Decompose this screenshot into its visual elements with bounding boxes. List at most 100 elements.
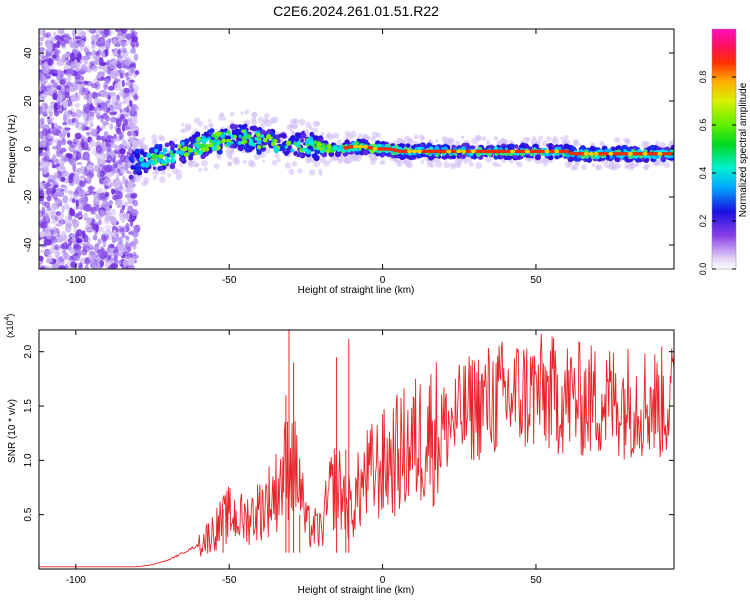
noise-speckle (79, 199, 87, 204)
noise-speckle (68, 241, 72, 247)
snr-panel: -100 -50 0 50 0.5 1.0 1.5 2.0 Height of straigh… (4, 314, 675, 596)
core-speckle (250, 142, 255, 147)
y-tick-label: -40 (23, 237, 34, 252)
halo-speckle (228, 155, 233, 160)
noise-speckle (104, 84, 108, 88)
noise-speckle (39, 146, 43, 155)
noise-speckle (104, 92, 109, 99)
noise-speckle (119, 236, 124, 245)
noise-speckle (104, 224, 112, 230)
noise-speckle (52, 54, 57, 59)
band-speckle (296, 152, 301, 158)
halo-speckle (179, 163, 183, 167)
noise-speckle (60, 170, 69, 177)
noise-speckle (76, 254, 81, 262)
halo-speckle (435, 139, 439, 143)
halo-speckle (313, 160, 321, 168)
halo-speckle (564, 161, 572, 169)
noise-speckle (107, 181, 111, 186)
noise-speckle (83, 80, 89, 85)
noise-speckle (101, 135, 108, 140)
noise-speckle (133, 53, 139, 62)
noise-speckle (56, 60, 64, 67)
noise-speckle (119, 154, 126, 163)
halo-speckle (493, 135, 499, 141)
noise-speckle (125, 238, 130, 244)
noise-speckle (54, 216, 59, 222)
noise-speckle (126, 170, 132, 175)
band-speckle (405, 143, 411, 148)
halo-speckle (194, 163, 199, 168)
noise-speckle (56, 142, 62, 148)
noise-speckle (54, 249, 61, 259)
noise-speckle (113, 133, 117, 139)
ridge-hotspot (613, 151, 619, 156)
noise-speckle (39, 249, 45, 253)
halo-speckle (257, 116, 264, 123)
halo-speckle (375, 132, 381, 138)
core-speckle (226, 130, 231, 135)
noise-speckle (57, 190, 65, 198)
halo-speckle (152, 175, 157, 180)
core-speckle (260, 134, 265, 139)
core-speckle (274, 147, 279, 152)
noise-speckle (102, 145, 109, 150)
noise-speckle (58, 132, 65, 138)
halo-speckle (486, 140, 490, 144)
noise-speckle (65, 39, 69, 44)
noise-speckle (39, 191, 45, 198)
noise-speckle (109, 205, 113, 209)
band-speckle (128, 174, 134, 180)
halo-speckle (443, 161, 450, 169)
noise-speckle (57, 158, 64, 165)
halo-speckle (152, 169, 160, 176)
core-speckle (312, 145, 317, 150)
noise-speckle (109, 257, 115, 264)
halo-speckle (173, 138, 177, 142)
core-speckle (271, 140, 275, 143)
halo-speckle (494, 163, 498, 167)
halo-speckle (455, 140, 460, 146)
core-speckle (179, 150, 185, 156)
noise-speckle (63, 234, 68, 244)
noise-speckle (119, 227, 125, 233)
noise-speckle (40, 265, 45, 269)
noise-speckle (131, 127, 139, 131)
noise-speckle (124, 242, 129, 249)
noise-speckle (45, 213, 50, 222)
noise-speckle (76, 167, 81, 172)
core-speckle (204, 147, 210, 152)
noise-speckle (70, 111, 77, 118)
core-speckle (208, 143, 214, 148)
noise-speckle (40, 84, 46, 93)
core-speckle (529, 152, 534, 156)
noise-speckle (93, 60, 99, 64)
ridge-hotspot (451, 149, 457, 154)
noise-speckle (82, 151, 90, 161)
noise-speckle (46, 258, 54, 264)
noise-speckle (105, 99, 111, 104)
noise-speckle (76, 185, 82, 192)
band-speckle (394, 154, 398, 159)
band-speckle (130, 158, 135, 164)
band-speckle (547, 154, 554, 161)
noise-speckle (89, 112, 95, 120)
noise-speckle (132, 36, 137, 43)
core-speckle (339, 146, 343, 150)
band-speckle (220, 128, 224, 133)
band-speckle (282, 133, 287, 139)
noise-speckle (105, 78, 111, 84)
halo-speckle (323, 160, 330, 167)
noise-speckle (47, 209, 54, 214)
halo-speckle (251, 119, 257, 126)
band-speckle (391, 143, 395, 147)
halo-speckle (328, 159, 332, 163)
y-tick-label: 1.5 (23, 399, 34, 413)
noise-speckle (84, 49, 90, 56)
noise-speckle (110, 188, 115, 195)
noise-speckle (111, 99, 116, 106)
noise-speckle (97, 165, 101, 174)
noise-speckle (95, 107, 102, 117)
noise-speckle (100, 30, 108, 35)
noise-speckle (124, 163, 129, 172)
